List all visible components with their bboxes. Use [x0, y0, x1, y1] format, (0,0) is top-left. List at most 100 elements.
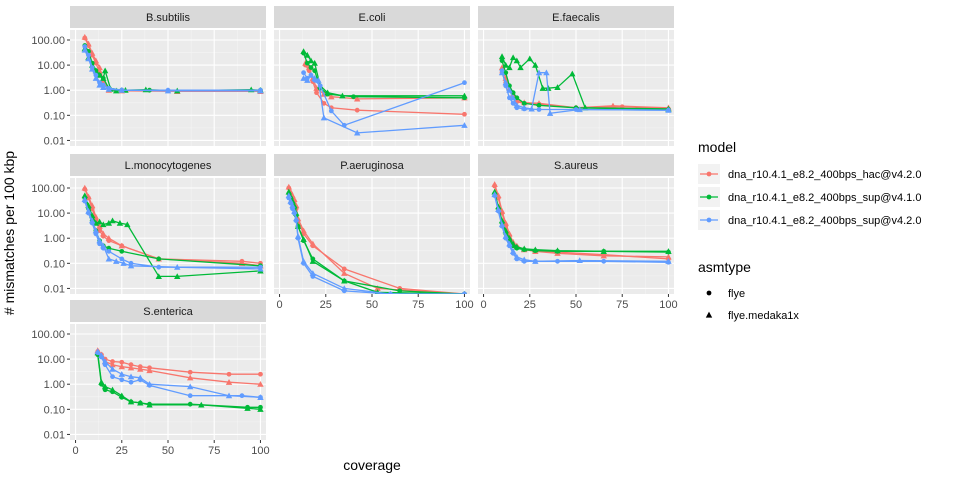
- data-point: [462, 80, 467, 86]
- legend-asmtype-label: flye: [728, 288, 745, 300]
- data-point: [225, 379, 233, 385]
- data-point: [374, 285, 381, 292]
- panel-data: [491, 181, 672, 265]
- strip-label: S.enterica: [143, 306, 193, 318]
- data-point: [300, 48, 307, 55]
- strip-background: [70, 300, 266, 322]
- data-point: [291, 207, 298, 214]
- strip-label: E.faecalis: [552, 12, 600, 24]
- data-point: [186, 374, 194, 381]
- data-point: [105, 85, 113, 92]
- data-point: [127, 373, 135, 380]
- data-point: [187, 369, 193, 375]
- data-point: [513, 243, 521, 250]
- data-point: [341, 266, 347, 272]
- data-point: [109, 386, 116, 393]
- data-point: [96, 81, 103, 88]
- legend-asmtype-title: asmtype: [698, 259, 751, 275]
- legend-model-label: dna_r10.4.1_e8.2_400bps_hac@v4.2.0: [728, 169, 921, 181]
- data-point: [546, 110, 554, 116]
- data-point: [88, 217, 96, 224]
- legend-model-label: dna_r10.4.1_e8.2_400bps_sup@v4.2.0: [728, 215, 921, 227]
- data-point: [354, 129, 361, 136]
- data-point: [554, 247, 561, 254]
- data-point: [554, 84, 561, 90]
- data-point: [285, 188, 292, 195]
- data-point: [96, 237, 103, 244]
- data-point: [118, 242, 125, 249]
- data-point: [92, 213, 100, 220]
- x-tick-label: 0: [72, 445, 78, 457]
- data-point: [311, 59, 318, 66]
- legend-asmtype-item: flye.medaka1x: [698, 305, 799, 325]
- data-point: [244, 405, 251, 411]
- data-point: [315, 77, 322, 83]
- data-point: [289, 202, 296, 209]
- y-tick-label: 1.00: [44, 85, 65, 97]
- data-point: [311, 75, 318, 81]
- data-point: [116, 219, 124, 226]
- data-point: [113, 87, 120, 94]
- panel-bsubtilis: B.subtilis 0.01 0.10 1.00 10.00 100.00: [31, 6, 266, 147]
- data-point: [98, 379, 105, 385]
- legend-point: [706, 217, 712, 223]
- data-point: [462, 111, 467, 117]
- data-point: [528, 105, 535, 112]
- data-point: [509, 94, 517, 101]
- data-point: [92, 75, 100, 81]
- strip-label: B.subtilis: [146, 12, 191, 24]
- data-point: [535, 69, 543, 76]
- data-point: [257, 394, 264, 400]
- data-point: [137, 365, 144, 372]
- data-point: [118, 371, 125, 377]
- data-point: [119, 359, 125, 365]
- data-point: [513, 102, 521, 108]
- data-point: [101, 67, 109, 74]
- data-point: [94, 348, 101, 355]
- data-point: [513, 253, 521, 260]
- data-point: [105, 255, 113, 262]
- data-point: [81, 192, 88, 199]
- data-point: [321, 100, 327, 106]
- data-point: [320, 114, 328, 121]
- y-tick-label: 0.10: [44, 258, 65, 270]
- x-tick-label: 100: [659, 299, 677, 311]
- data-point: [301, 70, 306, 76]
- y-tick-label: 10.00: [37, 60, 65, 72]
- data-point: [82, 44, 88, 49]
- data-point: [498, 53, 506, 60]
- data-point: [258, 371, 263, 377]
- strip-background: [70, 6, 266, 28]
- data-point: [502, 79, 509, 86]
- data-point: [101, 358, 109, 365]
- data-point: [96, 218, 103, 225]
- data-point: [521, 100, 527, 106]
- data-point: [174, 264, 181, 270]
- data-point: [292, 215, 300, 222]
- data-point: [127, 364, 135, 371]
- legend-model-title: model: [698, 139, 736, 155]
- data-point: [137, 399, 144, 406]
- y-tick-label: 100.00: [31, 35, 65, 47]
- data-point: [461, 92, 468, 99]
- x-tick-label: 75: [208, 445, 220, 457]
- panel-efaecalis: E.faecalis: [478, 6, 674, 146]
- x-tick-label: 0: [276, 299, 282, 311]
- data-point: [257, 381, 264, 387]
- data-point: [118, 363, 125, 370]
- data-point: [187, 401, 193, 407]
- data-point: [98, 352, 105, 359]
- data-point: [81, 184, 88, 191]
- data-point: [118, 87, 125, 93]
- panel-saureus: S.aureus 0 25 50 75 100: [478, 154, 678, 311]
- data-point: [119, 377, 125, 383]
- data-point: [285, 183, 292, 190]
- y-tick-label: 0.01: [44, 429, 65, 441]
- data-point: [110, 374, 115, 380]
- data-point: [119, 256, 125, 262]
- data-point: [491, 191, 498, 198]
- panel-data: [285, 183, 467, 294]
- data-point: [300, 236, 307, 242]
- data-point: [600, 252, 607, 259]
- data-point: [81, 196, 88, 203]
